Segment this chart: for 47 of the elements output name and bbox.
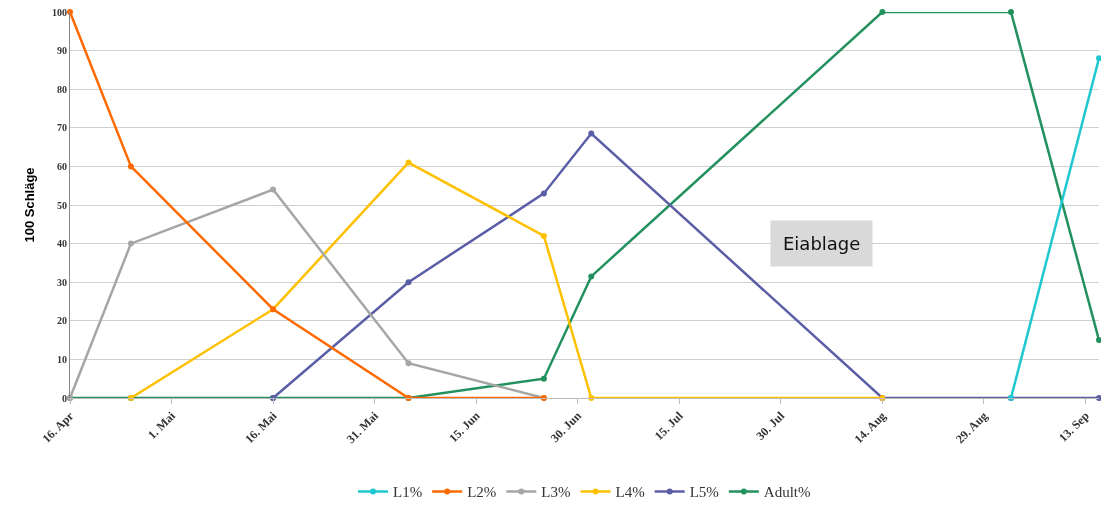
annotation: Eiablage [783,233,861,254]
point [405,279,412,286]
legend-label: L4% [615,484,645,501]
point [1096,337,1101,344]
point [270,186,277,193]
point [588,130,595,137]
point [1007,9,1014,15]
legend-label: L1% [393,484,423,501]
y-tick-label: 0 [62,392,67,404]
x-tick-label: 31. Mai [343,408,382,447]
x-tick-label: 14. Aug [851,408,889,447]
x-tick-label: 1. Mai [144,408,179,442]
point [540,232,547,239]
point [67,9,73,15]
y-tick-label: 20 [57,315,67,327]
y-tick-label: 30 [57,276,67,288]
legend-label: L5% [689,484,719,501]
x-tick-label: 30. Jun [547,408,585,446]
y-tick-label: 90 [57,45,67,57]
point [405,159,412,166]
point [540,190,547,197]
point [127,240,134,247]
y-tick-label: 60 [57,160,67,172]
y-tick-label: 70 [57,122,67,134]
point [879,9,886,15]
legend-label: Adult% [763,484,811,501]
point [588,273,595,280]
y-tick-label: 100 [52,6,67,18]
legend-label: L3% [541,484,571,501]
x-tick-label: 15. Jun [446,408,483,446]
point [127,163,134,170]
y-tick-label: 40 [57,238,67,250]
x-tick-label: 16. Mai [242,408,280,447]
y-tick-label: 80 [57,83,67,95]
x-tick-label: 16. Apr [39,408,77,446]
point [1096,55,1101,62]
legend-label: L2% [467,484,497,501]
point [540,375,547,382]
x-tick-label: 15. Jul [651,408,687,443]
x-tick-label: 29. Aug [953,408,991,447]
x-tick-label: 13. Sep [1055,408,1093,445]
y-axis-title: 100 Schläge [21,167,37,243]
y-tick-label: 50 [57,199,67,211]
point [1096,395,1101,401]
point [405,360,412,367]
x-tick-label: 30. Jul [753,408,788,443]
y-tick-label: 10 [57,353,67,365]
